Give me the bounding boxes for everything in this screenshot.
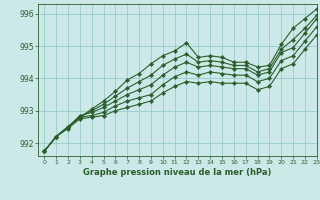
X-axis label: Graphe pression niveau de la mer (hPa): Graphe pression niveau de la mer (hPa) xyxy=(84,168,272,177)
